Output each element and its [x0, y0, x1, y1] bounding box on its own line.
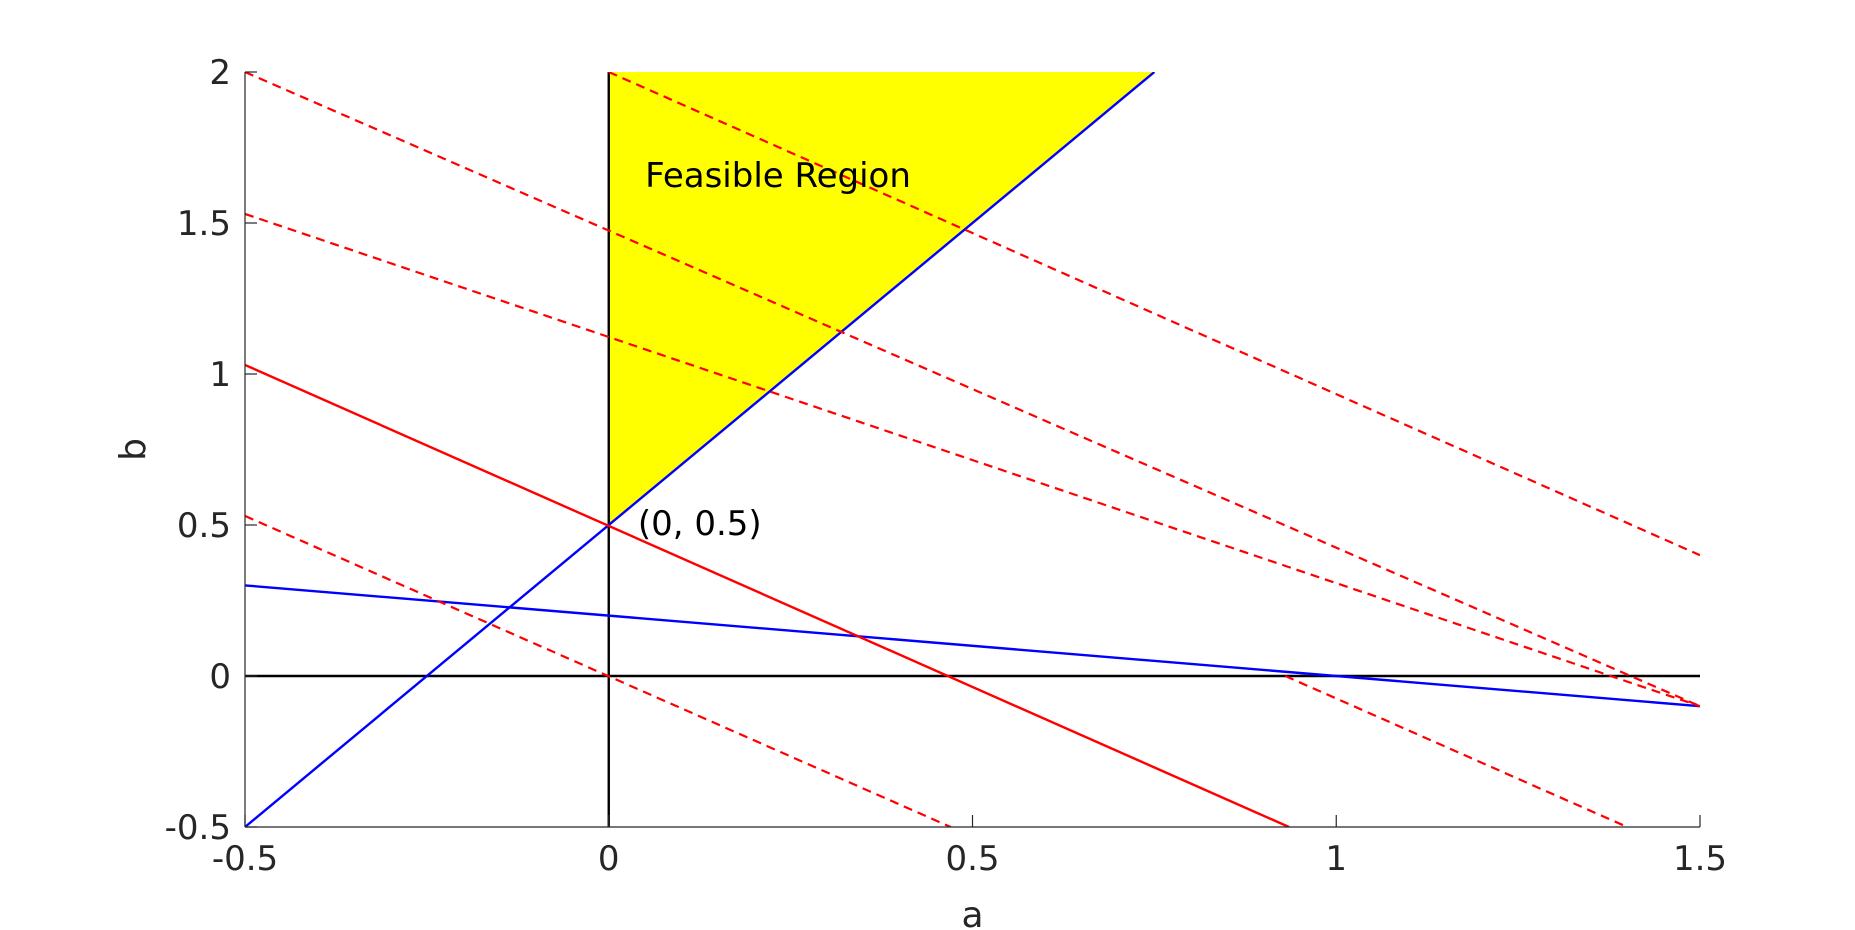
- series-line-3: [245, 584, 1700, 708]
- y-tick-label: 1.5: [177, 204, 231, 244]
- point-annotation: (0, 0.5): [638, 504, 762, 544]
- series-line-7: [245, 72, 1700, 708]
- y-tick-label: 0: [209, 657, 231, 697]
- series-line-9: [1284, 674, 1628, 827]
- text-layer: -0.5 0 0.5 1 1.5 -0.5 0 0.5 1 1.5 2 a b Feasible Regi…: [113, 53, 1727, 930]
- axes-layer: [244, 71, 1701, 828]
- x-tick-label: 0.5: [945, 839, 999, 879]
- y-tick-label: 0.5: [177, 506, 231, 546]
- series-line-4: [245, 363, 1290, 827]
- y-tick-label: 1: [209, 355, 231, 395]
- x-tick-label: 1: [1325, 839, 1347, 879]
- x-tick-label: 0: [598, 839, 620, 879]
- x-tick-label: 1.5: [1673, 839, 1727, 879]
- series-line-8: [608, 72, 1700, 557]
- series-line-6: [245, 212, 1700, 708]
- series-line-2: [245, 72, 1156, 827]
- x-tick-label: -0.5: [212, 839, 278, 879]
- series-line-5: [245, 514, 952, 827]
- feasible-region-label: Feasible Region: [645, 156, 911, 196]
- x-axis-label: a: [961, 895, 983, 930]
- y-tick-label: 2: [209, 53, 231, 93]
- y-tick-label: -0.5: [165, 808, 231, 848]
- series-layer: [245, 72, 1700, 827]
- y-axis-label: b: [113, 438, 154, 461]
